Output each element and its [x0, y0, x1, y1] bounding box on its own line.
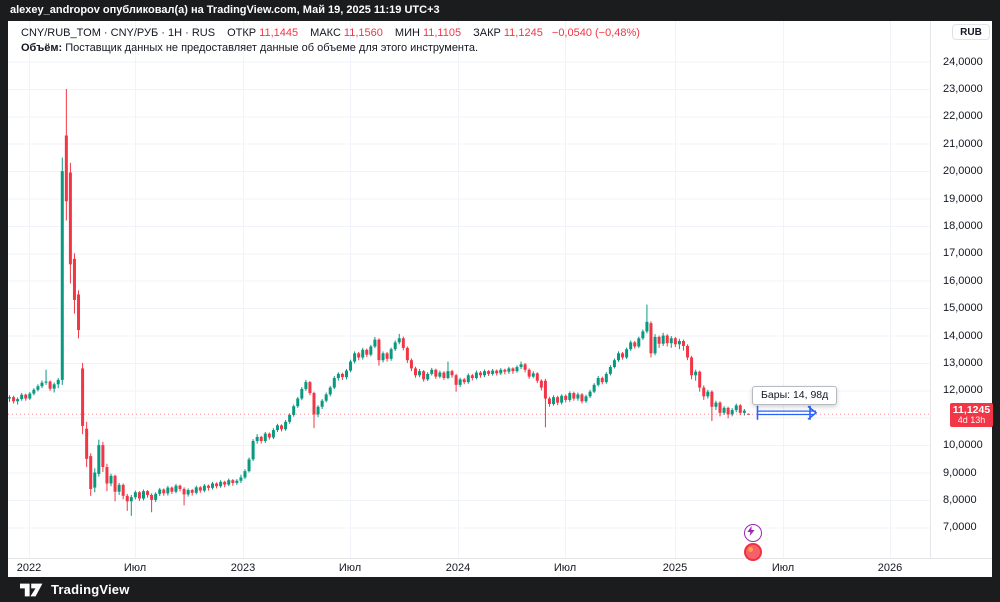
bar-countdown: 4d 13h [957, 415, 986, 426]
attribution-text: alexey_andropov опубликовал(а) на Tradin… [10, 4, 440, 16]
candles-layer [8, 88, 750, 516]
volume-note-label: Объём: [21, 42, 63, 54]
price-tick-label: 7,0000 [943, 521, 977, 534]
time-tick-label: Июл [553, 562, 577, 574]
change-value: −0,0540 (−0,48%) [551, 27, 640, 39]
time-axis[interactable]: 2022 Июл 2023 Июл 2024 Июл 2025 Июл 2026 [8, 558, 992, 577]
price-tick-label: 20,0000 [943, 165, 983, 178]
price-tick-label: 22,0000 [943, 110, 983, 123]
price-tick-label: 24,0000 [943, 55, 983, 68]
time-tick-label: 2022 [16, 562, 42, 574]
price-tick-label: 21,0000 [943, 137, 983, 150]
last-price-label: 11,1245 4d 13h [950, 403, 993, 428]
low-label: МИН [394, 27, 420, 39]
bars-measure-text: Бары: 14, 98д [761, 389, 829, 401]
time-tick-label: 2025 [662, 562, 688, 574]
candlestick-plot[interactable] [8, 21, 930, 558]
time-tick-label: Июл [338, 562, 362, 574]
price-axis[interactable]: RUB 11,1245 4d 13h 24,0000 23,0000 22,0000… [930, 21, 993, 558]
open-label: ОТКР [227, 27, 257, 39]
record-dot-icon [748, 547, 753, 552]
bars-measure-tooltip: Бары: 14, 98д [752, 386, 838, 405]
price-tick-label: 17,0000 [943, 247, 983, 260]
close-value: 11,1245 [503, 27, 543, 39]
plot-area[interactable]: CNY/RUB_TOM · CNY/РУБ · 1H · RUS ОТКР 11,… [8, 21, 930, 561]
open-value: 11,1445 [259, 27, 299, 39]
time-tick-label: Июл [123, 562, 147, 574]
symbol-title[interactable]: CNY/RUB_TOM · CNY/РУБ · 1H · RUS [21, 27, 216, 39]
lightning-bolt-icon [747, 526, 755, 536]
price-tick-label: 18,0000 [943, 219, 983, 232]
time-tick-label: 2023 [230, 562, 256, 574]
currency-button[interactable]: RUB [952, 24, 990, 40]
price-tick-label: 14,0000 [943, 329, 983, 342]
last-price-value: 11,1245 [952, 404, 991, 417]
record-reaction-icon[interactable] [744, 543, 762, 561]
legend-row-main: CNY/RUB_TOM · CNY/РУБ · 1H · RUS ОТКР 11,… [21, 26, 640, 41]
low-value: 11,1105 [422, 27, 462, 39]
tradingview-logo-icon[interactable] [20, 583, 44, 597]
price-tick-label: 10,0000 [943, 439, 983, 452]
symbol-legend: CNY/RUB_TOM · CNY/РУБ · 1H · RUS ОТКР 11,… [21, 26, 640, 56]
price-tick-label: 19,0000 [943, 192, 983, 205]
price-tick-label: 13,0000 [943, 356, 983, 369]
price-tick-label: 23,0000 [943, 82, 983, 95]
price-tick-label: 15,0000 [943, 302, 983, 315]
lightning-reaction-icon[interactable] [744, 524, 762, 542]
footer-bar: TradingView [0, 577, 1000, 602]
date-range-arrow[interactable] [756, 405, 818, 420]
time-tick-label: 2024 [445, 562, 471, 574]
time-tick-label: 2026 [877, 562, 903, 574]
attribution-bar: alexey_andropov опубликовал(а) на Tradin… [0, 0, 1000, 21]
close-label: ЗАКР [473, 27, 501, 39]
price-tick-label: 9,0000 [943, 466, 977, 479]
price-tick-label: 8,0000 [943, 493, 977, 506]
tradingview-brand[interactable]: TradingView [51, 582, 130, 597]
high-value: 11,1560 [343, 27, 383, 39]
grid-lines [8, 21, 930, 558]
volume-note-text: Поставщик данных не предоставляет данные… [65, 42, 479, 54]
volume-note: Объём: Поставщик данных не предоставляет… [21, 41, 640, 56]
high-label: МАКС [310, 27, 341, 39]
chart-panel: CNY/RUB_TOM · CNY/РУБ · 1H · RUS ОТКР 11,… [8, 21, 993, 577]
price-tick-label: 16,0000 [943, 274, 983, 287]
time-tick-label: Июл [771, 562, 795, 574]
price-tick-label: 12,0000 [943, 384, 983, 397]
